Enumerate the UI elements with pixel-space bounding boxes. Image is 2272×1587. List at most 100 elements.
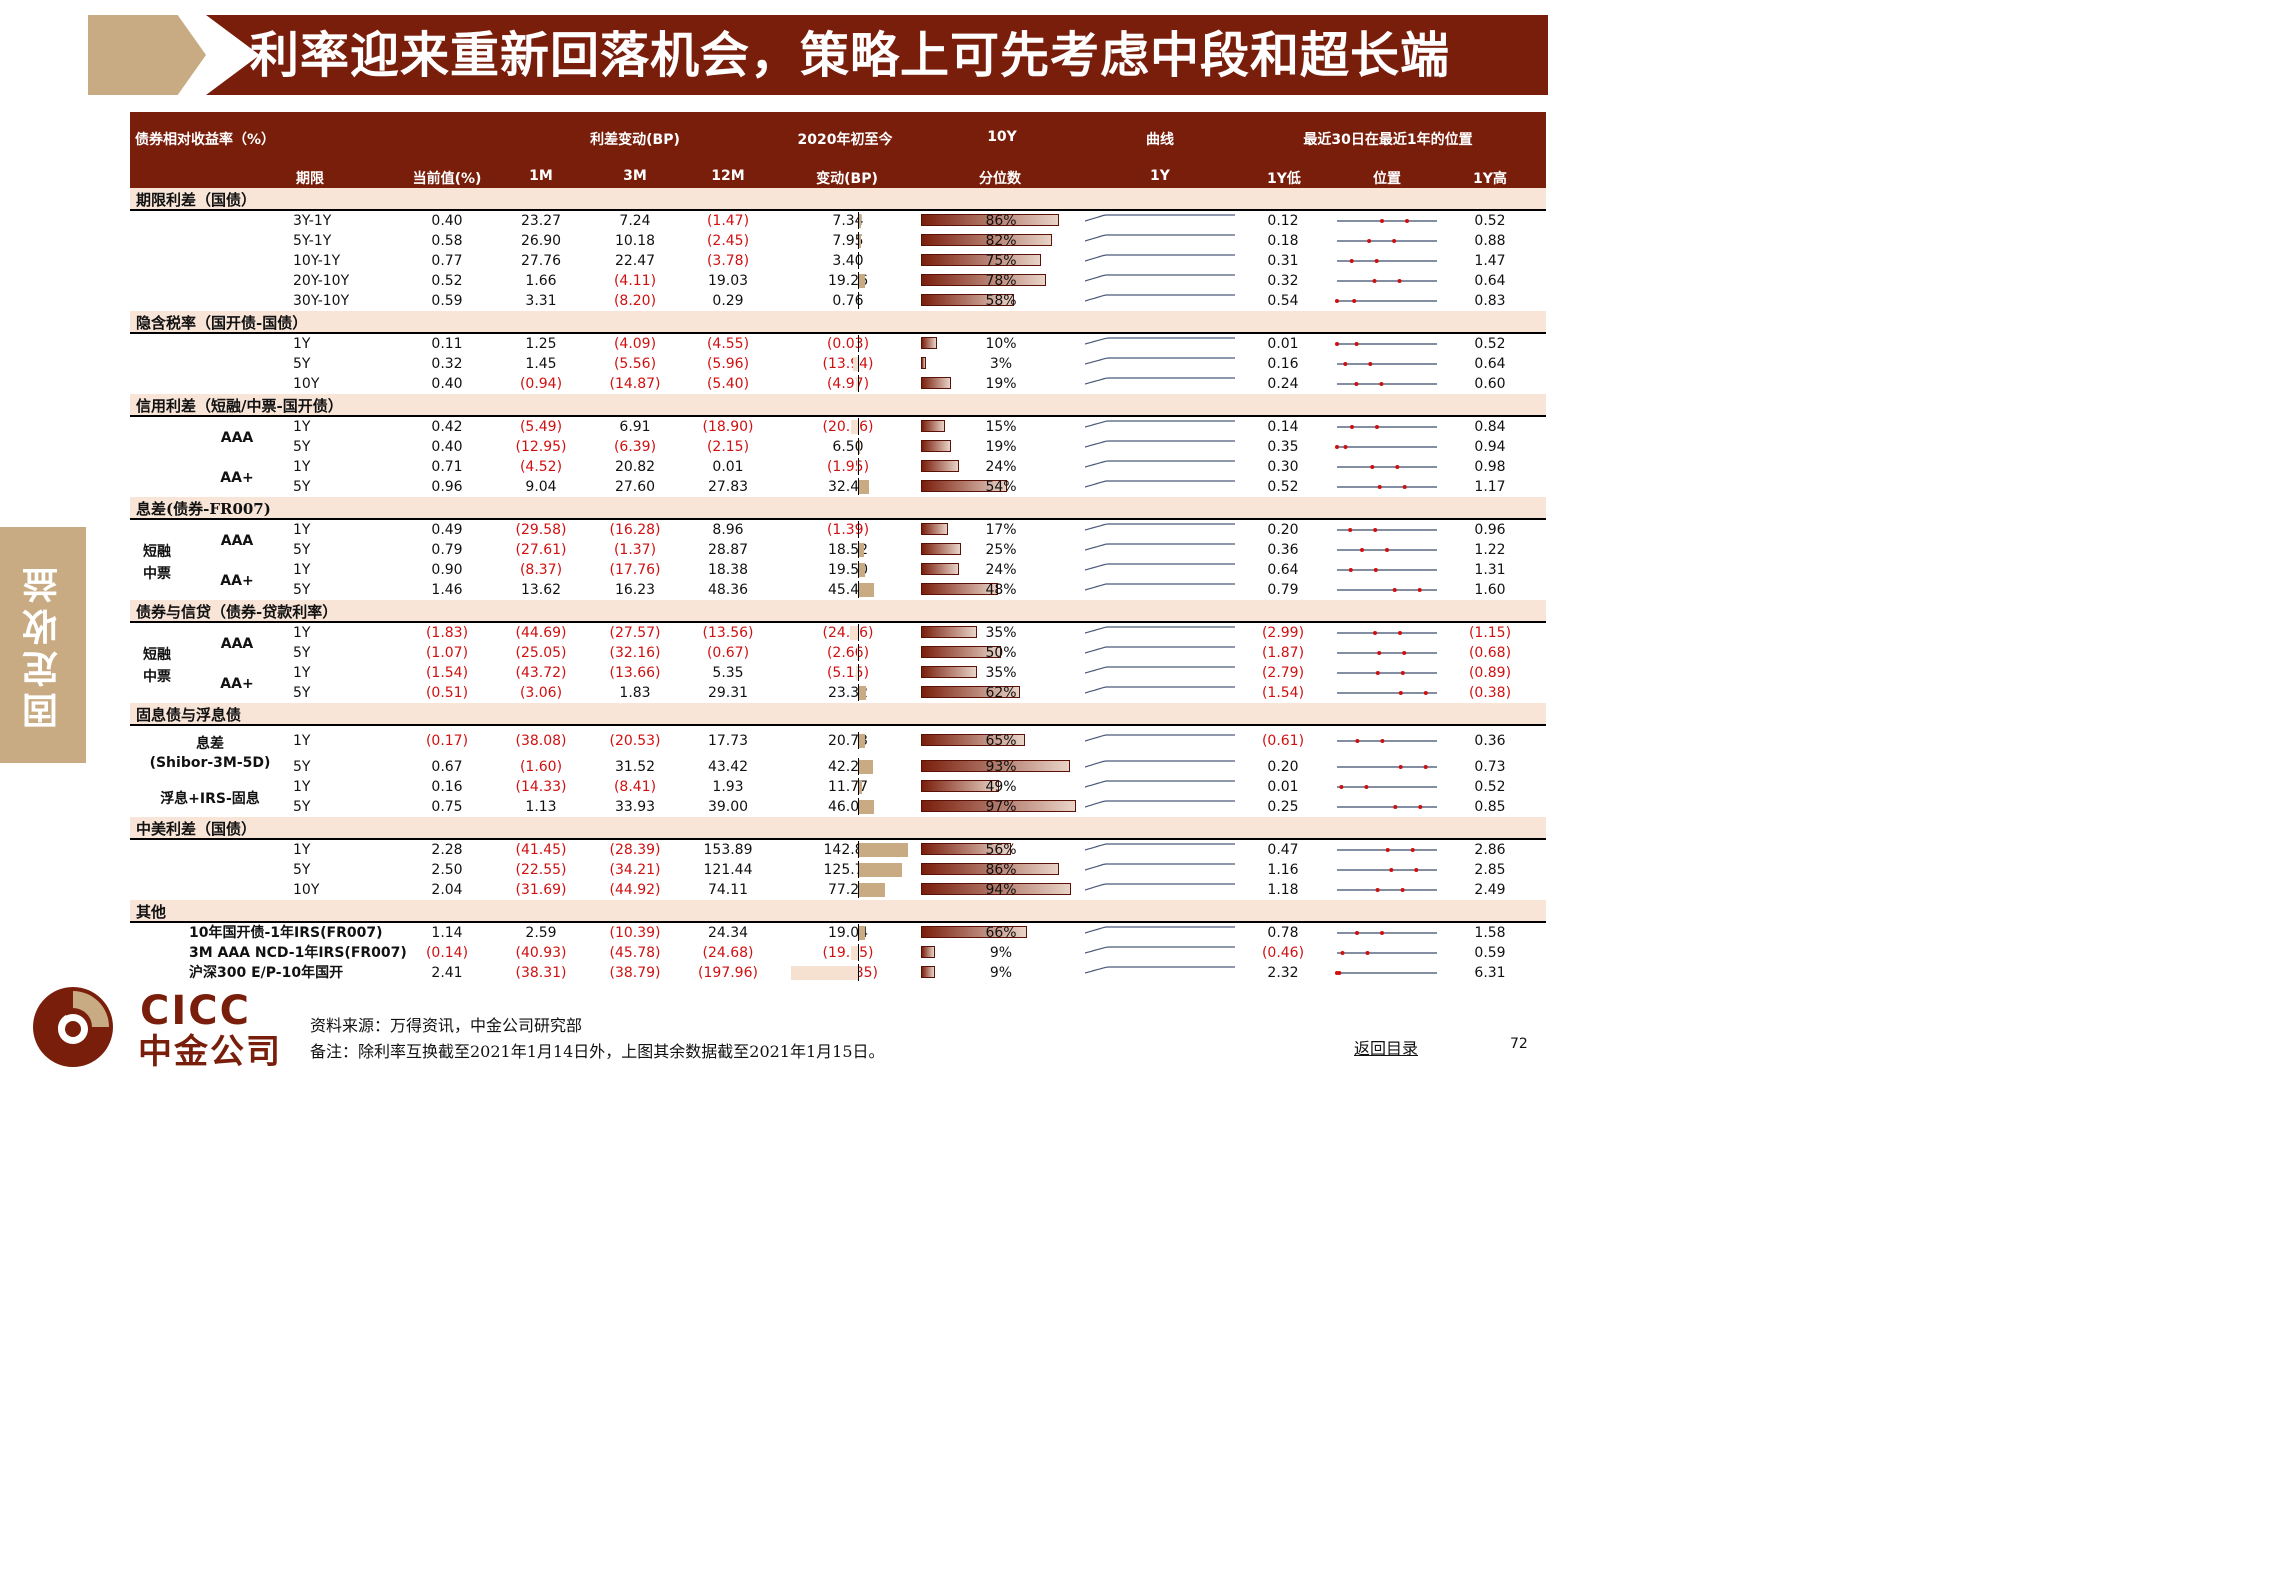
sparkline-1y — [1085, 377, 1235, 385]
cell-cur: 0.49 — [431, 522, 463, 538]
cell-1y-low: 0.32 — [1267, 273, 1299, 289]
row-term: 5Y — [293, 439, 311, 455]
ytd-axis — [858, 355, 859, 372]
percentile-bar — [921, 966, 936, 978]
ytd-bar — [858, 883, 886, 897]
cell-percentile: 93% — [985, 759, 1017, 775]
cell-percentile: 35% — [985, 665, 1017, 681]
section-title: 其他 — [136, 903, 167, 921]
cell-m3: (14.87) — [609, 376, 661, 392]
header-3m: 3M — [623, 168, 647, 184]
ytd-bar — [858, 563, 865, 577]
cell-1y-low: 0.36 — [1267, 542, 1299, 558]
percentile-bar — [921, 883, 1072, 895]
sparkline-1y — [1085, 626, 1235, 634]
section-title: 债券与信贷（债券-贷款利率） — [136, 603, 338, 621]
cell-percentile: 62% — [985, 685, 1017, 701]
cell-ytd: (0.03) — [826, 336, 870, 352]
cell-m3: (13.66) — [609, 665, 661, 681]
cell-percentile: 97% — [985, 799, 1017, 815]
cell-m12: (2.15) — [706, 439, 750, 455]
cell-m1: (38.08) — [515, 733, 567, 749]
instrument-label: 中票 — [143, 669, 171, 685]
cell-m3: 31.52 — [614, 759, 656, 775]
ytd-bar — [856, 666, 858, 680]
ytd-axis — [858, 881, 859, 898]
ytd-axis — [858, 458, 859, 475]
cell-1y-low: (2.79) — [1261, 665, 1305, 681]
cell-1y-high: 1.58 — [1474, 925, 1506, 941]
percentile-bar — [921, 254, 1041, 266]
cell-1y-high: 2.85 — [1474, 862, 1506, 878]
cell-ytd: (2.66) — [826, 645, 870, 661]
cell-m12: (2.45) — [706, 233, 750, 249]
cell-m12: (1.47) — [706, 213, 750, 229]
row-term: 5Y — [293, 479, 311, 495]
sparkline-1y — [1085, 274, 1235, 282]
cell-m12: 48.36 — [707, 582, 749, 598]
cell-1y-low: 0.31 — [1267, 253, 1299, 269]
ytd-bar — [858, 800, 875, 814]
cell-percentile: 56% — [985, 842, 1017, 858]
cell-m12: (197.96) — [698, 965, 758, 981]
cell-m1: (31.69) — [515, 882, 567, 898]
cell-1y-high: 1.60 — [1474, 582, 1506, 598]
ytd-bar — [858, 843, 908, 857]
row-term: 沪深300 E/P-10年国开 — [189, 965, 344, 981]
cell-m1: (8.37) — [519, 562, 563, 578]
header-10y: 10Y — [987, 129, 1017, 145]
back-to-contents-link[interactable]: 返回目录 — [1354, 1039, 1419, 1058]
header-position-col: 位置 — [1373, 171, 1401, 187]
position-indicator — [1337, 548, 1437, 552]
cell-m12: 5.35 — [712, 665, 744, 681]
cell-cur: (0.17) — [425, 733, 469, 749]
cell-m12: 43.42 — [707, 759, 749, 775]
cell-m12: (13.56) — [702, 625, 754, 641]
cell-1y-high: (1.15) — [1468, 625, 1512, 641]
position-indicator — [1337, 888, 1437, 892]
row-term: 5Y — [293, 759, 311, 775]
sparkline-1y — [1085, 523, 1235, 531]
ytd-bar — [858, 583, 874, 597]
ytd-axis — [858, 798, 859, 815]
cell-percentile: 15% — [985, 419, 1017, 435]
ytd-axis — [858, 732, 859, 749]
instrument-label: 中票 — [143, 566, 171, 582]
cell-1y-high: 0.52 — [1474, 336, 1506, 352]
sparkline-1y — [1085, 337, 1235, 345]
cell-1y-low: 0.01 — [1267, 779, 1299, 795]
cell-m1: (1.60) — [519, 759, 563, 775]
percentile-bar — [921, 480, 1008, 492]
ytd-bar — [858, 760, 873, 774]
cell-1y-low: (0.46) — [1261, 945, 1305, 961]
cell-1y-high: 0.36 — [1474, 733, 1506, 749]
header-1y-low: 1Y低 — [1267, 171, 1301, 187]
percentile-bar — [921, 420, 945, 432]
ytd-axis — [858, 418, 859, 435]
section-header: 息差(债券-FR007) — [130, 497, 1546, 518]
section-title: 信用利差（短融/中票-国开债） — [136, 397, 343, 415]
percentile-bar — [921, 686, 1021, 698]
ytd-axis — [858, 541, 859, 558]
cell-1y-low: 2.32 — [1267, 965, 1299, 981]
percentile-bar — [921, 734, 1025, 746]
cell-m1: (44.69) — [515, 625, 567, 641]
section-header: 信用利差（短融/中票-国开债） — [130, 394, 1546, 415]
cell-cur: 1.46 — [431, 582, 463, 598]
cell-m1: (41.45) — [515, 842, 567, 858]
ytd-axis — [858, 778, 859, 795]
position-indicator — [1335, 971, 1437, 975]
cell-ytd: (24.06) — [822, 625, 874, 641]
sparkline-1y — [1085, 480, 1235, 488]
cell-1y-high: 2.86 — [1474, 842, 1506, 858]
sparkline-1y — [1085, 863, 1235, 871]
cell-cur: 0.11 — [431, 336, 463, 352]
position-indicator — [1335, 342, 1437, 346]
ytd-bar — [857, 460, 858, 474]
cell-percentile: 54% — [985, 479, 1017, 495]
cell-percentile: 58% — [985, 293, 1017, 309]
row-term: 5Y — [293, 582, 311, 598]
percentile-bar — [921, 357, 926, 369]
row-group-label: AAA — [220, 430, 254, 446]
percentile-bar — [921, 440, 952, 452]
